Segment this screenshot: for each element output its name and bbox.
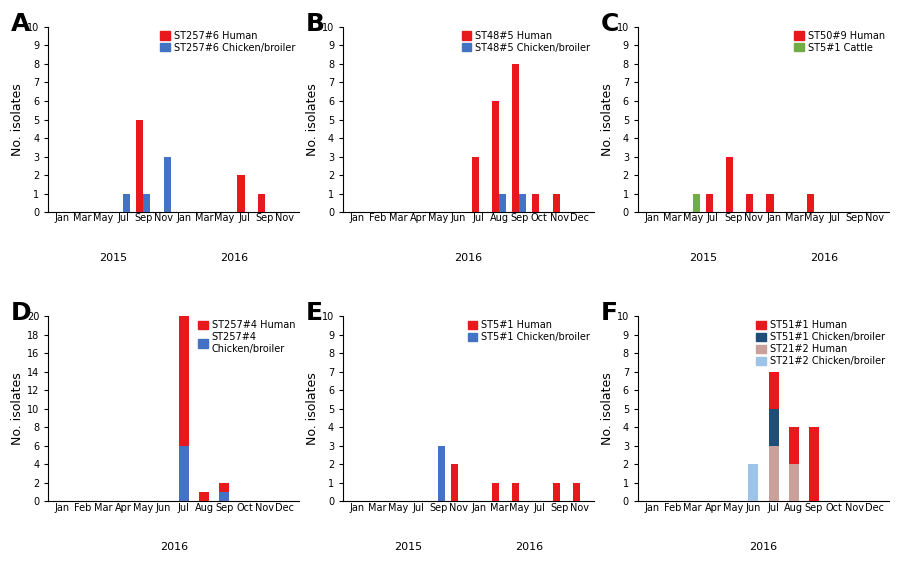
Legend: ST48#5 Human, ST48#5 Chicken/broiler: ST48#5 Human, ST48#5 Chicken/broiler	[460, 29, 592, 55]
Bar	[748, 464, 759, 501]
Text: 2015: 2015	[99, 253, 127, 263]
Legend: ST257#4 Human, ST257#4
Chicken/broiler: ST257#4 Human, ST257#4 Chicken/broiler	[196, 318, 297, 355]
Bar	[512, 64, 519, 212]
Text: C: C	[600, 12, 619, 36]
Bar	[532, 194, 539, 212]
Bar	[472, 157, 479, 212]
Bar	[769, 372, 778, 409]
Bar	[136, 119, 143, 212]
Text: 2015: 2015	[394, 542, 422, 552]
Bar	[220, 492, 230, 501]
Y-axis label: No. isolates: No. isolates	[11, 372, 24, 445]
Bar	[492, 483, 499, 501]
Text: 2016: 2016	[750, 542, 778, 552]
Legend: ST257#6 Human, ST257#6 Chicken/broiler: ST257#6 Human, ST257#6 Chicken/broiler	[158, 29, 297, 55]
Text: 2016: 2016	[220, 253, 248, 263]
Legend: ST5#1 Human, ST5#1 Chicken/broiler: ST5#1 Human, ST5#1 Chicken/broiler	[465, 318, 592, 344]
Bar	[452, 464, 458, 501]
Legend: ST50#9 Human, ST5#1 Cattle: ST50#9 Human, ST5#1 Cattle	[792, 29, 886, 55]
Bar	[164, 157, 171, 212]
Bar	[706, 194, 713, 212]
Bar	[788, 427, 799, 464]
Bar	[492, 101, 499, 212]
Bar	[220, 483, 230, 492]
Bar	[746, 194, 753, 212]
Y-axis label: No. isolates: No. isolates	[601, 372, 614, 445]
Text: 2015: 2015	[688, 253, 716, 263]
Bar	[769, 446, 778, 501]
Bar	[499, 194, 506, 212]
Text: 2016: 2016	[159, 542, 188, 552]
Text: F: F	[600, 302, 617, 325]
Y-axis label: No. isolates: No. isolates	[601, 83, 614, 156]
Bar	[553, 194, 560, 212]
Text: A: A	[11, 12, 30, 36]
Text: 2016: 2016	[810, 253, 838, 263]
Bar	[767, 194, 774, 212]
Bar	[257, 194, 265, 212]
Bar	[553, 483, 560, 501]
Text: 2016: 2016	[515, 542, 544, 552]
Bar	[726, 157, 734, 212]
Bar	[143, 194, 150, 212]
Y-axis label: No. isolates: No. isolates	[306, 372, 319, 445]
Text: D: D	[11, 302, 32, 325]
Bar	[769, 409, 778, 446]
Text: 2016: 2016	[454, 253, 482, 263]
Bar	[519, 194, 526, 212]
Bar	[788, 464, 799, 501]
Bar	[123, 194, 130, 212]
Text: B: B	[305, 12, 325, 36]
Bar	[179, 316, 189, 446]
Legend: ST51#1 Human, ST51#1 Chicken/broiler, ST21#2 Human, ST21#2 Chicken/broiler: ST51#1 Human, ST51#1 Chicken/broiler, ST…	[754, 318, 886, 368]
Bar	[199, 492, 209, 501]
Text: E: E	[305, 302, 322, 325]
Y-axis label: No. isolates: No. isolates	[11, 83, 24, 156]
Bar	[512, 483, 519, 501]
Bar	[238, 175, 245, 212]
Bar	[693, 194, 699, 212]
Bar	[438, 446, 446, 501]
Y-axis label: No. isolates: No. isolates	[306, 83, 319, 156]
Bar	[809, 427, 819, 501]
Bar	[179, 446, 189, 501]
Bar	[807, 194, 814, 212]
Bar	[572, 483, 580, 501]
